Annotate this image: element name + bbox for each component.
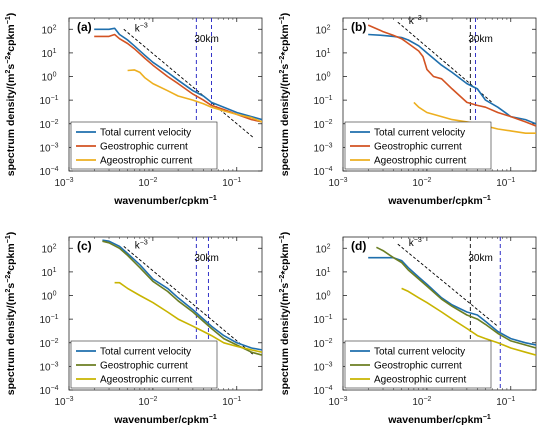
x-tick-label: 10−1 bbox=[222, 396, 241, 408]
legend-entry: Geostrophic current bbox=[374, 361, 462, 372]
x-tick-label: 10−1 bbox=[496, 177, 515, 189]
series-line-3 bbox=[127, 69, 262, 123]
y-tick-label: 10−4 bbox=[39, 166, 58, 178]
panel-label: (d) bbox=[351, 239, 366, 253]
x-tick-label: 10−3 bbox=[328, 177, 347, 189]
distance-annotation: 30km bbox=[194, 34, 218, 45]
x-tick-label: 10−2 bbox=[138, 177, 157, 189]
legend-entry: Total current velocity bbox=[374, 128, 465, 139]
x-tick-label: 10−1 bbox=[222, 177, 241, 189]
y-tick-label: 102 bbox=[315, 24, 330, 36]
x-tick-label: 10−2 bbox=[138, 396, 157, 408]
legend-entry: Ageostrophic current bbox=[100, 156, 192, 167]
x-tick-label: 10−2 bbox=[412, 396, 431, 408]
y-tick-label: 10−2 bbox=[313, 338, 332, 350]
y-tick-label: 10−2 bbox=[39, 338, 58, 350]
y-tick-label: 102 bbox=[315, 243, 330, 255]
panel-label: (a) bbox=[77, 20, 92, 34]
y-axis-label: spectrum density/(m2s−2*cpkm−1) bbox=[279, 13, 291, 176]
panel-b: 10−3 10−2 10−110−410−310−210−1100101102k−3… bbox=[279, 13, 537, 207]
minor-ticks bbox=[93, 18, 234, 171]
minor-ticks bbox=[367, 18, 508, 171]
x-axis-label: wavenumber/cpkm−1 bbox=[113, 195, 217, 207]
panel-label: (b) bbox=[351, 20, 366, 34]
slope-annotation: k−3 bbox=[135, 239, 148, 251]
y-tick-label: 10−4 bbox=[313, 385, 332, 397]
legend-entry: Total current velocity bbox=[374, 347, 465, 358]
y-tick-label: 10−1 bbox=[313, 95, 332, 107]
y-tick-label: 10−1 bbox=[313, 314, 332, 326]
y-tick-label: 100 bbox=[315, 72, 330, 84]
y-tick-label: 10−3 bbox=[313, 142, 332, 154]
series-line-2 bbox=[376, 246, 536, 349]
y-tick-label: 102 bbox=[41, 24, 56, 36]
series-line-1 bbox=[368, 256, 536, 346]
y-tick-label: 100 bbox=[315, 291, 330, 303]
y-tick-label: 10−2 bbox=[313, 119, 332, 131]
legend-entry: Geostrophic current bbox=[374, 142, 462, 153]
panel-label: (c) bbox=[77, 239, 92, 253]
series-line-2 bbox=[102, 240, 262, 356]
y-tick-label: 10−4 bbox=[39, 385, 58, 397]
y-tick-label: 10−3 bbox=[39, 142, 58, 154]
y-tick-label: 101 bbox=[315, 267, 330, 279]
x-tick-label: 10−2 bbox=[412, 177, 431, 189]
y-axis-label: spectrum density/(m2s−2*cpkm−1) bbox=[279, 232, 291, 395]
y-tick-label: 101 bbox=[41, 267, 56, 279]
y-tick-label: 10−1 bbox=[39, 95, 58, 107]
series-line-2 bbox=[367, 24, 536, 127]
y-axis-label: spectrum density/(m2s−2*cpkm−1) bbox=[5, 232, 17, 395]
legend: Total current velocity Geostrophic curren… bbox=[344, 121, 492, 170]
y-tick-label: 10−3 bbox=[313, 361, 332, 373]
slope-annotation: k−3 bbox=[409, 237, 422, 249]
legend-entry: Ageostrophic current bbox=[374, 156, 466, 167]
k-minus-3-reference-line bbox=[397, 21, 493, 103]
series-line-1 bbox=[102, 239, 262, 351]
series-line-1 bbox=[94, 27, 262, 121]
legend: Total current velocity Geostrophic curren… bbox=[344, 340, 492, 389]
distance-annotation: 30km bbox=[468, 253, 492, 264]
y-tick-label: 10−4 bbox=[313, 166, 332, 178]
legend: Total current velocity Geostrophic curren… bbox=[70, 340, 218, 389]
y-axis-label: spectrum density/(m2s−2*cpkm−1) bbox=[5, 13, 17, 176]
legend-entry: Ageostrophic current bbox=[374, 375, 466, 386]
legend-entry: Total current velocity bbox=[100, 347, 191, 358]
y-tick-label: 10−1 bbox=[39, 314, 58, 326]
x-tick-label: 10−3 bbox=[54, 177, 73, 189]
legend-entry: Geostrophic current bbox=[100, 142, 188, 153]
x-tick-label: 10−1 bbox=[496, 396, 515, 408]
x-tick-label: 10−3 bbox=[54, 396, 73, 408]
series-line-3 bbox=[401, 287, 536, 356]
slope-annotation: k−3 bbox=[409, 15, 422, 27]
y-tick-label: 101 bbox=[315, 48, 330, 60]
y-tick-label: 100 bbox=[41, 72, 56, 84]
series-line-3 bbox=[114, 281, 262, 353]
k-minus-3-reference-line bbox=[123, 246, 255, 356]
legend: Total current velocity Geostrophic curren… bbox=[70, 121, 218, 170]
distance-annotation: 30km bbox=[468, 34, 492, 45]
y-tick-label: 10−2 bbox=[39, 119, 58, 131]
y-tick-label: 100 bbox=[41, 291, 56, 303]
minor-ticks bbox=[367, 237, 508, 390]
slope-annotation: k−3 bbox=[135, 22, 148, 34]
k-minus-3-reference-line bbox=[123, 28, 255, 139]
legend-entry: Total current velocity bbox=[100, 128, 191, 139]
x-axis-label: wavenumber/cpkm−1 bbox=[113, 414, 217, 426]
x-axis-label: wavenumber/cpkm−1 bbox=[387, 195, 491, 207]
k-minus-3-reference-line bbox=[397, 243, 499, 327]
y-tick-label: 102 bbox=[41, 243, 56, 255]
y-tick-label: 10−3 bbox=[39, 361, 58, 373]
legend-entry: Ageostrophic current bbox=[100, 375, 192, 386]
minor-ticks bbox=[93, 237, 234, 390]
x-tick-label: 10−3 bbox=[328, 396, 347, 408]
distance-annotation: 30km bbox=[194, 253, 218, 264]
y-tick-label: 101 bbox=[41, 48, 56, 60]
x-axis-label: wavenumber/cpkm−1 bbox=[387, 414, 491, 426]
series-line-2 bbox=[94, 33, 262, 123]
legend-entry: Geostrophic current bbox=[100, 361, 188, 372]
